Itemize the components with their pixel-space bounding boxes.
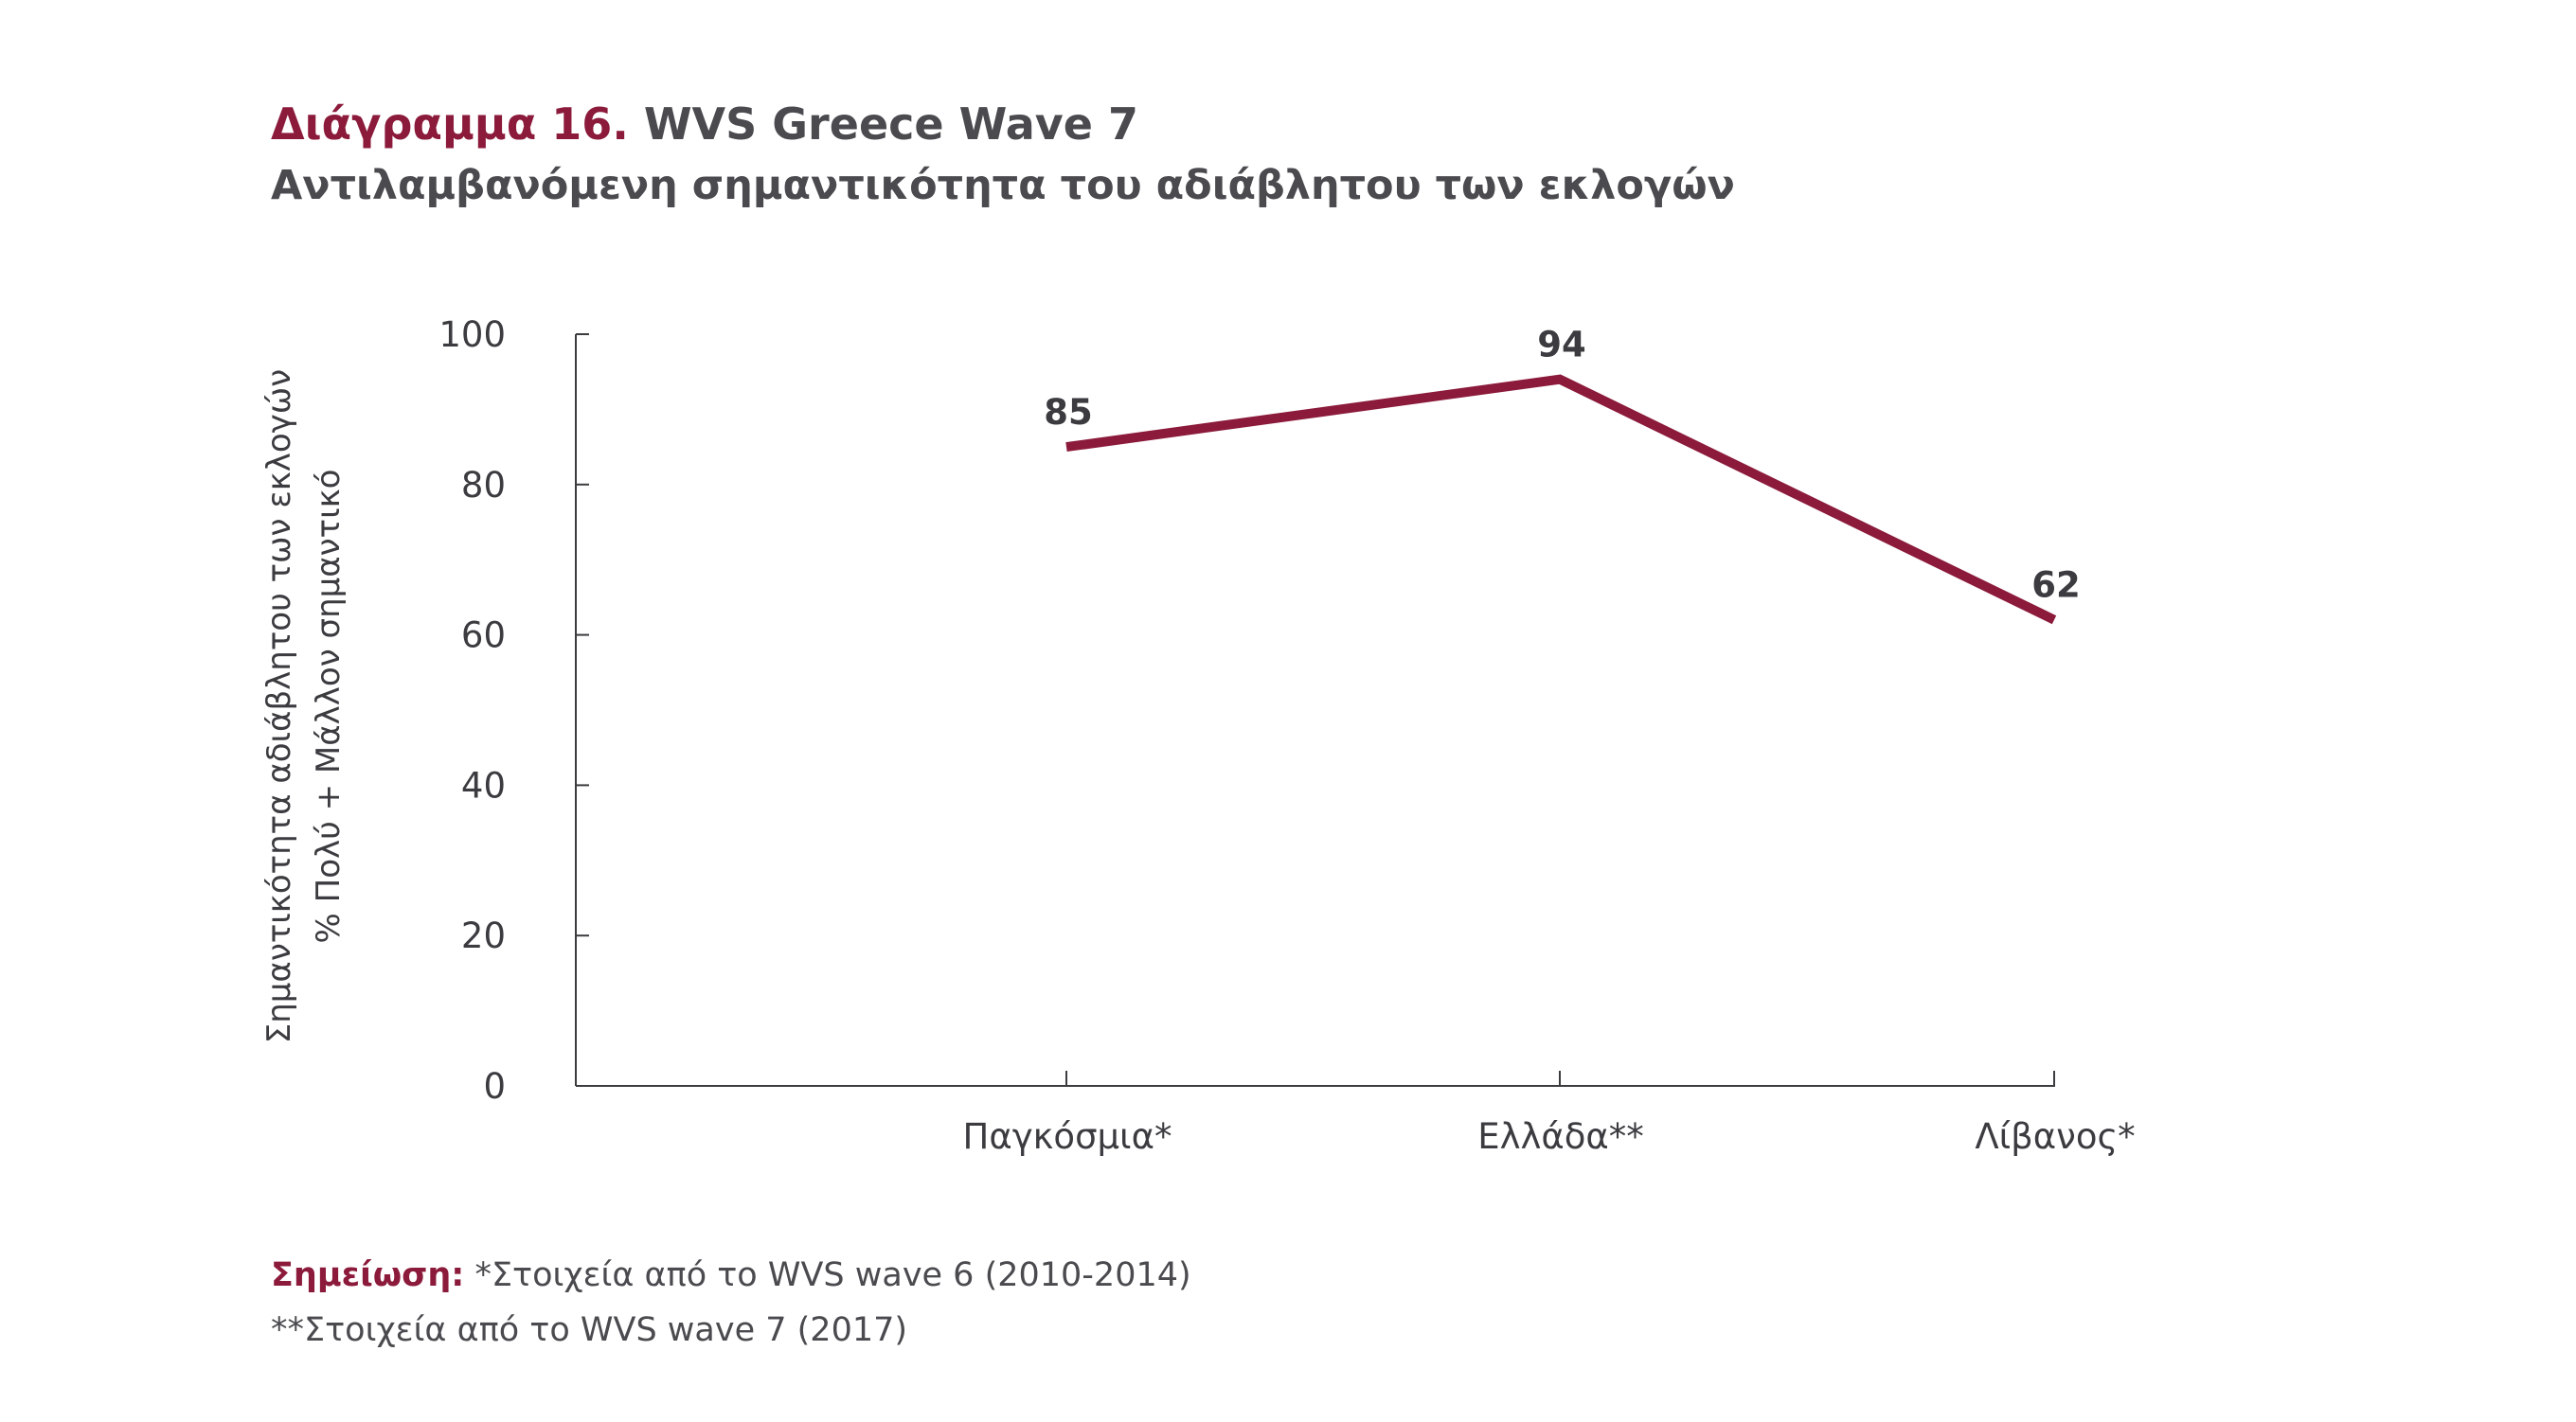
title-block: Διάγραμμα 16. WVS Greece Wave 7 Αντιλαμβ… [271,93,1735,216]
y-axis-label-line2: % Πολύ + Μάλλον σημαντικό [310,470,348,944]
y-tick-label: 0 [483,1066,506,1107]
data-label: 62 [2031,565,2081,606]
x-tick-label: Παγκόσμια* [963,1116,1172,1157]
y-tick-label: 20 [461,915,506,956]
x-tick-label: Ελλάδα** [1477,1116,1644,1157]
data-label: 85 [1044,392,1093,433]
y-tick-label: 80 [461,465,506,506]
note: Σημείωση: *Στοιχεία από το WVS wave 6 (2… [271,1248,1191,1358]
x-ticks: Παγκόσμια* Ελλάδα** Λίβανος* [963,1071,2136,1157]
title-prefix: Διάγραμμα 16. [271,98,629,150]
note-line2: **Στοιχεία από το WVS wave 7 (2017) [271,1311,908,1349]
note-label: Σημείωση: [271,1256,465,1294]
data-labels: 85 94 62 [1044,325,2081,606]
note-text1: *Στοιχεία από το WVS wave 6 (2010-2014) [474,1256,1191,1294]
y-tick-label: 40 [461,765,506,806]
series-line [1065,374,2057,625]
y-ticks: 0 20 40 60 80 100 [438,314,589,1107]
y-axis-label: Σημαντικότητα αδιάβλητου των εκλογών % Π… [260,369,348,1044]
x-tick-label: Λίβανος* [1975,1116,2135,1157]
y-tick-label: 100 [438,314,506,355]
y-axis-label-line1: Σημαντικότητα αδιάβλητου των εκλογών [260,369,298,1044]
chart-subtitle: Αντιλαμβανόμενη σημαντικότητα του αδιάβλ… [271,162,1735,209]
axes [575,334,2055,1087]
note-line1: Σημείωση: *Στοιχεία από το WVS wave 6 (2… [271,1248,1191,1303]
y-tick-label: 60 [461,615,506,656]
title-main: WVS Greece Wave 7 [643,98,1138,150]
data-label: 94 [1537,325,1586,365]
chart-title: Διάγραμμα 16. WVS Greece Wave 7 [271,93,1735,155]
series-layer [1065,374,2057,625]
